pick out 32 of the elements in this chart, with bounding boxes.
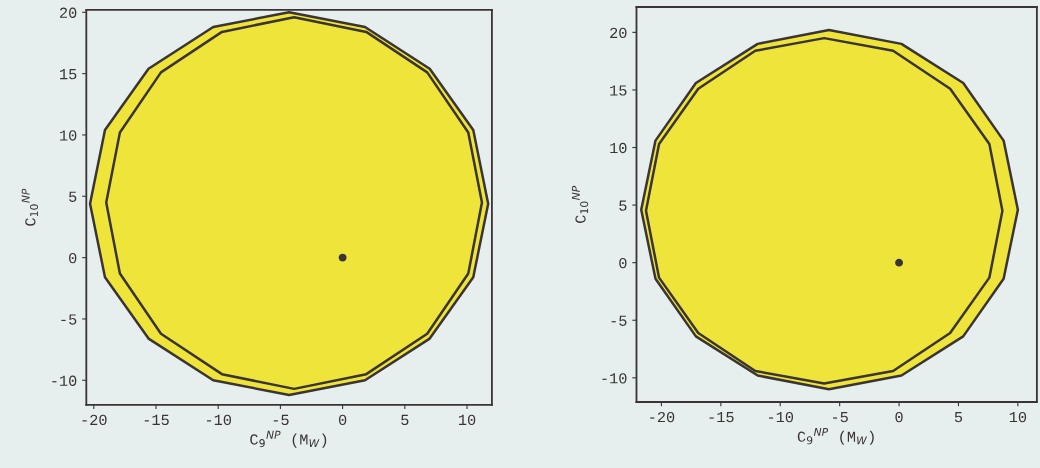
y-tick-label: -10 xyxy=(602,373,627,384)
y-tick-label: 5 xyxy=(69,191,77,202)
y-tick-label: 0 xyxy=(619,257,627,269)
y-tick-label: 0 xyxy=(69,252,77,264)
y-tick-label: 10 xyxy=(610,142,627,154)
y-tick-label: 10 xyxy=(60,130,77,141)
x-tick-label: 10 xyxy=(1009,411,1027,423)
y-tick-label: 20 xyxy=(610,27,627,39)
y-axis-title: C$_{10}$$^{NP}$ xyxy=(21,188,39,226)
y-tick-label: 15 xyxy=(610,85,627,96)
x-tick-label: -15 xyxy=(144,414,169,426)
x-tick-label: 0 xyxy=(895,411,903,423)
x-tick-label: -5 xyxy=(273,414,289,426)
y-tick-label: -5 xyxy=(611,315,627,326)
x-axis-title: C$_{9}$$^{NP}$ (M$_{W}$) xyxy=(250,430,327,448)
x-tick-label: -10 xyxy=(768,411,794,423)
y-tick-label: 5 xyxy=(619,200,627,211)
x-tick-label: -10 xyxy=(206,414,232,426)
x-tick-label: -20 xyxy=(82,414,107,426)
x-tick-label: -5 xyxy=(832,412,848,423)
x-axis-title: C$_{9}$$^{NP}$ (M$_{W}$) xyxy=(797,428,874,445)
y-tick-label: 20 xyxy=(60,7,77,18)
y-tick-label: 15 xyxy=(60,69,77,80)
x-tick-label: 5 xyxy=(401,414,409,426)
x-tick-label: 5 xyxy=(954,412,963,423)
x-tick-label: 0 xyxy=(338,414,347,426)
y-axis-title: C$_{10}$$^{NP}$ xyxy=(571,185,589,223)
x-tick-label: 10 xyxy=(458,414,476,426)
x-tick-label: -15 xyxy=(709,412,734,423)
y-tick-label: -5 xyxy=(61,314,77,325)
y-tick-label: -10 xyxy=(52,375,77,386)
x-tick-label: -20 xyxy=(650,411,675,423)
